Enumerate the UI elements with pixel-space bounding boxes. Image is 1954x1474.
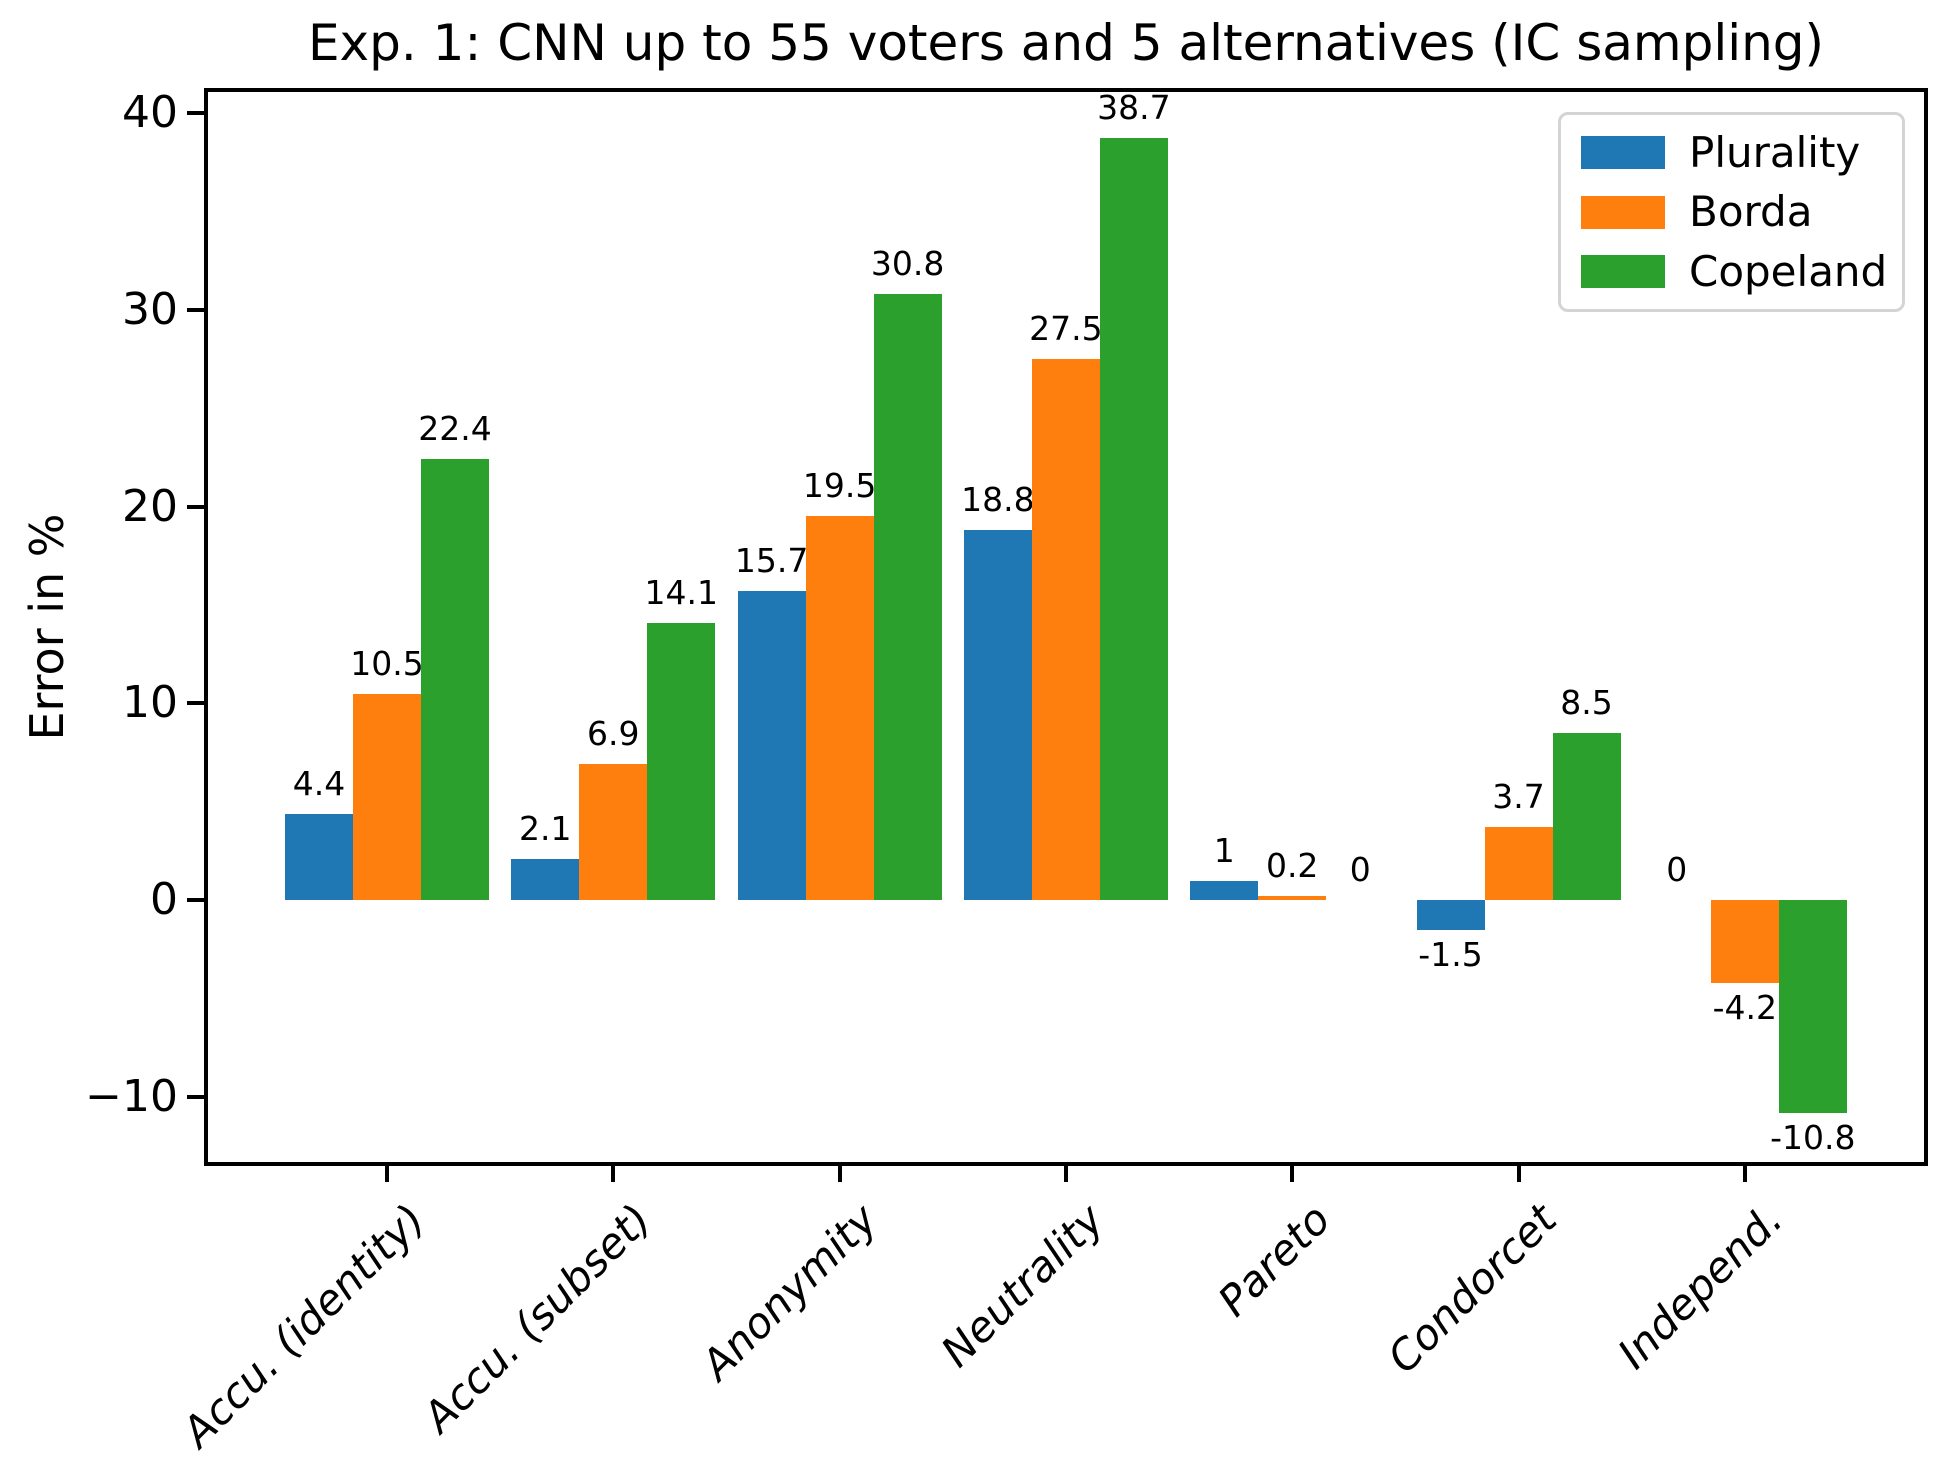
x-tick-mark: [1742, 1165, 1747, 1182]
legend-swatch-copeland: [1581, 255, 1665, 288]
plot-area: [204, 88, 1928, 1166]
x-tick-label-neutrality: Neutrality: [931, 1194, 1114, 1377]
x-tick-label-condorcet: Condorcet: [1377, 1194, 1566, 1383]
bar-copeland-accu-subset: [647, 622, 716, 901]
bar-borda-condorcet: [1484, 827, 1553, 901]
y-tick-mark: [187, 701, 205, 706]
x-tick-label-independ: Independ.: [1608, 1194, 1793, 1379]
bar-value-label-copeland-accu-identity: 22.4: [418, 409, 492, 449]
bar-copeland-independ: [1778, 900, 1847, 1113]
y-tick-mark: [187, 898, 205, 903]
bar-value-label-borda-condorcet: 3.7: [1492, 777, 1545, 817]
bar-value-label-copeland-independ: -10.8: [1770, 1117, 1856, 1157]
y-tick-label: −10: [85, 1071, 178, 1123]
bar-value-label-borda-neutrality: 27.5: [1029, 308, 1103, 348]
legend-swatch-borda: [1581, 195, 1665, 229]
x-tick-mark: [1063, 1165, 1068, 1182]
x-tick-label-accu-subset: Accu. (subset): [413, 1194, 661, 1442]
legend-item-plurality: Plurality: [1581, 127, 1902, 177]
bar-value-label-copeland-condorcet: 8.5: [1560, 682, 1613, 722]
bar-borda-anonymity: [805, 516, 874, 901]
bar-value-label-plurality-pareto: 1: [1213, 830, 1235, 870]
y-tick-label: 20: [122, 480, 178, 532]
legend-item-borda: Borda: [1581, 190, 1902, 234]
bar-value-label-copeland-neutrality: 38.7: [1097, 88, 1171, 128]
bar-value-label-plurality-condorcet: -1.5: [1418, 934, 1483, 974]
bar-copeland-accu-identity: [421, 459, 489, 901]
bar-value-label-plurality-neutrality: 18.8: [961, 480, 1035, 520]
bar-borda-accu-subset: [579, 764, 648, 901]
bar-borda-neutrality: [1031, 358, 1100, 901]
y-tick-label: 0: [150, 874, 178, 926]
bar-copeland-neutrality: [1099, 138, 1168, 901]
bar-value-label-copeland-accu-subset: 14.1: [644, 572, 719, 612]
bar-value-label-borda-pareto: 0.2: [1265, 846, 1319, 886]
y-tick-mark: [187, 110, 205, 115]
x-tick-mark: [1290, 1165, 1295, 1182]
bar-value-label-plurality-anonymity: 15.7: [734, 541, 809, 581]
bar-copeland-anonymity: [873, 293, 942, 901]
bar-value-label-borda-accu-subset: 6.9: [587, 714, 640, 754]
bar-plurality-pareto: [1190, 880, 1259, 901]
bar-borda-independ: [1710, 900, 1779, 983]
bar-value-label-copeland-pareto: 0: [1349, 850, 1371, 890]
bar-plurality-accu-subset: [511, 858, 580, 901]
bar-plurality-anonymity: [737, 591, 806, 901]
y-axis-label: Error in %: [20, 513, 74, 741]
y-tick-mark: [187, 307, 205, 312]
legend-swatch-plurality: [1581, 136, 1665, 169]
bar-plurality-accu-identity: [285, 813, 353, 901]
chart-title: Exp. 1: CNN up to 55 voters and 5 altern…: [307, 14, 1825, 72]
x-tick-mark: [837, 1165, 842, 1182]
x-tick-mark: [1516, 1165, 1521, 1182]
x-tick-mark: [611, 1165, 616, 1182]
y-tick-label: 10: [122, 677, 178, 729]
x-tick-label-anonymity: Anonymity: [692, 1194, 887, 1390]
bar-borda-pareto: [1258, 896, 1327, 901]
x-tick-label-pareto: Pareto: [1208, 1194, 1340, 1326]
bar-copeland-condorcet: [1552, 732, 1621, 901]
legend-item-copeland: Copeland: [1581, 246, 1902, 296]
bar-value-label-copeland-anonymity: 30.8: [870, 243, 945, 283]
bar-plurality-condorcet: [1416, 900, 1485, 930]
x-tick-label-accu-identity: Accu. (identity): [172, 1194, 435, 1457]
bar-plurality-neutrality: [963, 530, 1032, 901]
bar-borda-accu-identity: [353, 693, 421, 901]
legend: Plurality Borda Copeland: [1558, 112, 1905, 312]
bar-value-label-borda-anonymity: 19.5: [802, 466, 877, 506]
y-tick-mark: [187, 504, 205, 509]
bar-value-label-borda-accu-identity: 10.5: [350, 643, 424, 683]
legend-label-copeland: Copeland: [1689, 246, 1888, 296]
y-tick-label: 30: [122, 283, 178, 335]
bar-value-label-plurality-accu-subset: 2.1: [519, 808, 572, 848]
bar-value-label-plurality-accu-identity: 4.4: [292, 763, 346, 803]
bar-value-label-borda-independ: -4.2: [1712, 987, 1777, 1027]
x-tick-mark: [385, 1165, 389, 1182]
bar-value-label-plurality-independ: 0: [1666, 850, 1688, 890]
legend-label-plurality: Plurality: [1689, 127, 1861, 177]
legend-label-borda: Borda: [1689, 187, 1813, 236]
y-tick-mark: [187, 1095, 205, 1100]
y-tick-label: 40: [122, 86, 178, 138]
